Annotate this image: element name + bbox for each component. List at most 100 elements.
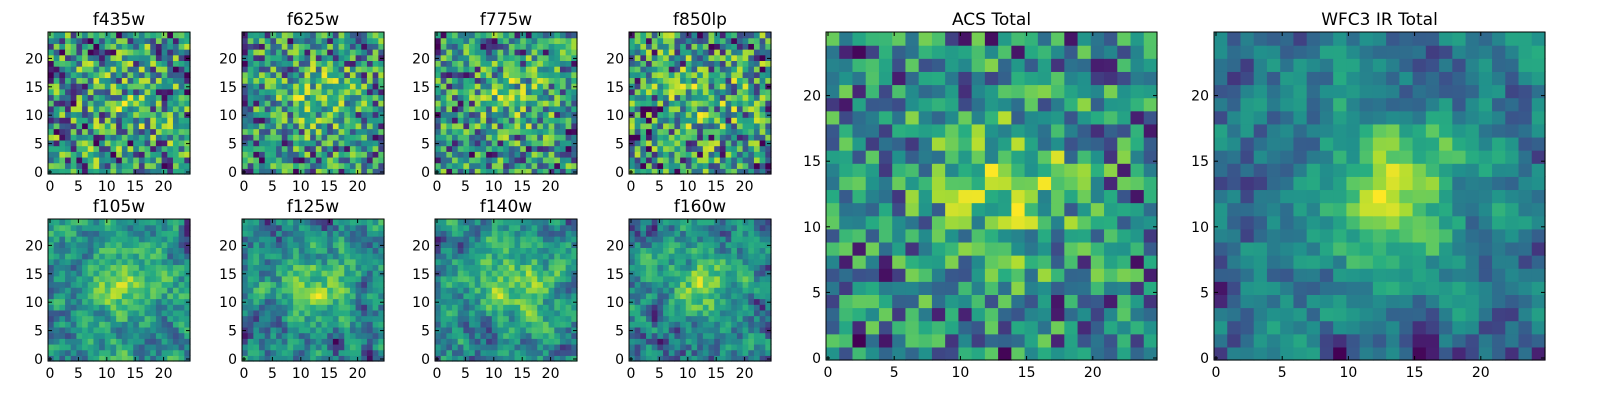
heatmap-cell (338, 156, 345, 164)
heatmap-cell (446, 349, 453, 356)
y-tick-label: 5 (228, 137, 237, 153)
heatmap-cell (634, 355, 641, 362)
heatmap-cell (719, 77, 727, 84)
heatmap-cell (480, 162, 487, 169)
heatmap-cell (321, 258, 328, 266)
heatmap-cell (48, 355, 55, 362)
heatmap-cell (253, 230, 260, 237)
heatmap-cell (138, 219, 146, 226)
heatmap-cell (531, 151, 538, 158)
heatmap-cell (310, 94, 317, 101)
heatmap-cell (172, 332, 180, 339)
heatmap-cell (765, 145, 772, 152)
heatmap-cell (697, 43, 704, 50)
heatmap-cell (446, 117, 453, 124)
heatmap-cell (491, 145, 499, 152)
heatmap-cell (736, 355, 744, 362)
heatmap-cell (99, 219, 106, 226)
heatmap-cell (338, 321, 345, 328)
heatmap-cell (332, 100, 340, 107)
heatmap-cell (503, 321, 510, 328)
heatmap-cell (435, 247, 442, 254)
heatmap-cell (242, 304, 249, 311)
heatmap-cell (293, 343, 300, 351)
heatmap-cell (184, 292, 191, 300)
heatmap-cell (446, 326, 453, 334)
heatmap-cell (497, 151, 504, 158)
heatmap-cell (304, 241, 311, 248)
heatmap-cell (355, 315, 362, 322)
heatmap-cell (508, 287, 516, 294)
heatmap-cell (548, 258, 555, 266)
heatmap-cell (276, 219, 283, 226)
heatmap-cell (253, 338, 260, 345)
heatmap-cell (457, 287, 464, 294)
heatmap-cell (281, 241, 289, 248)
heatmap-cell (155, 332, 163, 339)
heatmap-cell (480, 156, 487, 164)
heatmap-cell (253, 151, 260, 158)
heatmap-cell (59, 332, 66, 339)
heatmap-cell (110, 145, 117, 152)
heatmap-cell (474, 49, 482, 56)
heatmap-cell (486, 326, 493, 334)
heatmap-cell (651, 88, 658, 96)
heatmap-cell (287, 264, 294, 271)
heatmap-cell (565, 338, 572, 345)
heatmap-cell (702, 321, 710, 328)
heatmap-cell (178, 253, 185, 260)
heatmap-cell (281, 156, 289, 164)
heatmap-cell (253, 258, 260, 266)
heatmap-cell (150, 349, 157, 356)
heatmap-cell (668, 94, 676, 101)
heatmap-cell (110, 230, 117, 237)
heatmap-cell (571, 264, 578, 271)
heatmap-cell (178, 122, 185, 130)
heatmap-cell (82, 162, 89, 169)
heatmap-cell (304, 236, 311, 243)
heatmap-cell (435, 315, 442, 322)
heatmap-cell (634, 292, 641, 300)
heatmap-cell (99, 88, 106, 96)
heatmap-cell (138, 122, 146, 130)
heatmap-cell (355, 275, 362, 283)
heatmap-cell (293, 281, 300, 288)
heatmap-cell (731, 281, 738, 288)
heatmap-cell (542, 128, 550, 135)
heatmap-cell (344, 258, 351, 266)
heatmap-cell (298, 355, 306, 362)
heatmap-cell (361, 219, 368, 226)
heatmap-cell (184, 162, 191, 169)
heatmap-cell (184, 241, 191, 248)
heatmap-cell (674, 287, 681, 294)
heatmap-cell (116, 111, 123, 118)
heatmap-cell (270, 275, 277, 283)
heatmap-cell (668, 338, 676, 345)
heatmap-cell (70, 315, 77, 322)
heatmap-cell (247, 122, 254, 130)
x-tick-label: 20 (736, 179, 754, 195)
heatmap-cell (719, 292, 727, 300)
heatmap-cell (138, 275, 146, 283)
heatmap-cell (93, 162, 100, 169)
heatmap-cell (708, 162, 715, 169)
heatmap-cell (287, 241, 294, 248)
heatmap-cell (242, 77, 249, 84)
heatmap-cell (668, 287, 676, 294)
heatmap-cell (719, 332, 727, 339)
heatmap-cell (554, 264, 561, 271)
heatmap-cell (372, 343, 379, 351)
heatmap-cell (242, 349, 249, 356)
heatmap-cell (725, 338, 732, 345)
heatmap-cell (565, 156, 572, 164)
heatmap-cell (281, 66, 289, 73)
heatmap-cell (651, 156, 658, 164)
heatmap-cell (116, 94, 123, 101)
heatmap-cell (281, 77, 289, 84)
heatmap-cell (463, 304, 470, 311)
heatmap-cell (298, 37, 306, 44)
heatmap-cell (565, 43, 572, 50)
heatmap-cell (748, 151, 755, 158)
heatmap-cell (65, 247, 72, 254)
